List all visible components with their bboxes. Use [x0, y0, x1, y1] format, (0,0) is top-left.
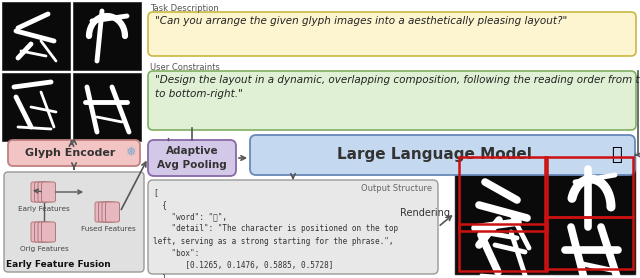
FancyBboxPatch shape — [148, 140, 236, 176]
FancyBboxPatch shape — [8, 140, 140, 166]
Text: Task Description: Task Description — [150, 4, 219, 13]
Bar — [459, 224, 547, 271]
Text: Early Feature Fusion: Early Feature Fusion — [6, 260, 111, 269]
FancyBboxPatch shape — [31, 222, 45, 242]
Text: [
  {
    "word": "赤",
    "detail": "The character is positioned on the top
lef: [ { "word": "赤", "detail": "The characte… — [153, 188, 398, 278]
Bar — [2, 2, 70, 70]
Text: Early Features: Early Features — [18, 206, 70, 212]
FancyBboxPatch shape — [95, 202, 109, 222]
FancyBboxPatch shape — [106, 202, 120, 222]
Bar — [545, 217, 633, 269]
Bar — [545, 157, 633, 217]
Bar — [73, 2, 141, 70]
FancyBboxPatch shape — [42, 222, 56, 242]
Text: "Can you arrange the given glyph images into a aesthetically pleasing layout?": "Can you arrange the given glyph images … — [155, 16, 567, 26]
FancyBboxPatch shape — [102, 202, 116, 222]
FancyBboxPatch shape — [38, 182, 52, 202]
FancyBboxPatch shape — [148, 71, 636, 130]
Text: ❅: ❅ — [125, 147, 135, 160]
Text: 🔥: 🔥 — [612, 146, 622, 164]
Text: "Design the layout in a dynamic, overlapping composition, following the reading : "Design the layout in a dynamic, overlap… — [155, 75, 640, 99]
FancyBboxPatch shape — [148, 12, 636, 56]
Bar — [455, 152, 635, 274]
Bar — [2, 73, 70, 141]
Text: Glyph Encoder: Glyph Encoder — [25, 148, 115, 158]
Text: User Constraints: User Constraints — [150, 63, 220, 72]
FancyBboxPatch shape — [31, 182, 45, 202]
FancyBboxPatch shape — [4, 172, 144, 272]
FancyBboxPatch shape — [148, 180, 438, 274]
Text: Orig Features: Orig Features — [20, 246, 68, 252]
Text: Large Language Model: Large Language Model — [337, 148, 532, 163]
FancyBboxPatch shape — [99, 202, 113, 222]
Text: Output Structure: Output Structure — [361, 184, 432, 193]
FancyBboxPatch shape — [35, 222, 49, 242]
Text: Adaptive
Avg Pooling: Adaptive Avg Pooling — [157, 147, 227, 170]
Bar — [73, 73, 141, 141]
FancyBboxPatch shape — [42, 182, 56, 202]
FancyBboxPatch shape — [38, 222, 52, 242]
Text: Rendering: Rendering — [400, 208, 450, 218]
FancyBboxPatch shape — [250, 135, 635, 175]
FancyBboxPatch shape — [35, 182, 49, 202]
Text: Fused Features: Fused Features — [81, 226, 136, 232]
Bar — [459, 157, 547, 231]
